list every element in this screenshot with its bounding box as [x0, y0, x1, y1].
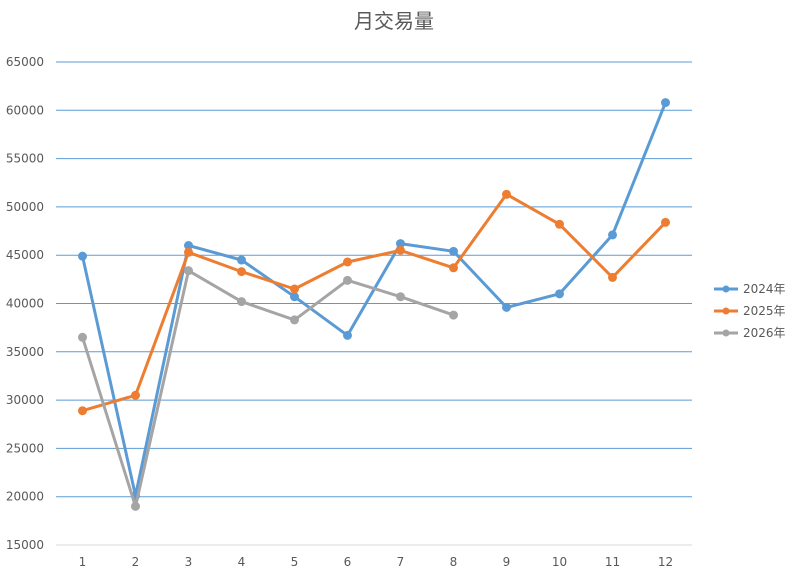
- x-tick-label: 11: [605, 555, 620, 569]
- legend-item: 2026年: [714, 326, 786, 340]
- series-2025年: [78, 189, 670, 416]
- legend-marker: [722, 285, 730, 293]
- legend-label: 2024年: [743, 282, 786, 296]
- series-line: [81, 192, 667, 413]
- data-point: [608, 230, 617, 240]
- y-tick-label: 55000: [6, 152, 44, 166]
- data-point: [396, 245, 405, 255]
- data-point: [502, 302, 511, 312]
- data-point: [449, 263, 458, 273]
- x-tick-label: 4: [238, 555, 246, 569]
- data-point: [555, 219, 564, 229]
- x-tick-label: 7: [397, 555, 405, 569]
- data-point: [608, 272, 617, 282]
- data-point: [78, 332, 87, 342]
- chart-title: 月交易量: [354, 9, 434, 33]
- legend-item: 2025年: [714, 304, 786, 318]
- y-tick-label: 35000: [6, 345, 44, 359]
- y-tick-label: 60000: [6, 103, 44, 117]
- data-point: [237, 267, 246, 277]
- series-line: [81, 269, 455, 508]
- x-tick-label: 1: [79, 555, 87, 569]
- legend-item: 2024年: [714, 282, 786, 296]
- data-point: [555, 289, 564, 299]
- x-tick-label: 6: [344, 555, 352, 569]
- data-point: [237, 297, 246, 307]
- data-point: [396, 292, 405, 302]
- legend-label: 2026年: [743, 326, 786, 340]
- y-tick-label: 25000: [6, 441, 44, 455]
- data-point: [661, 217, 670, 227]
- axes: 15000 20000 25000 30000 35000 40000 45000 50000…: [6, 55, 692, 569]
- y-tick-label: 30000: [6, 393, 44, 407]
- data-point: [78, 406, 87, 416]
- data-point: [343, 257, 352, 267]
- series-lines: [78, 98, 670, 511]
- x-tick-label: 2: [132, 555, 140, 569]
- x-tick-label: 5: [291, 555, 299, 569]
- data-point: [131, 390, 140, 400]
- y-tick-label: 40000: [6, 297, 44, 311]
- data-point: [290, 315, 299, 325]
- x-tick-label: 12: [658, 555, 673, 569]
- y-tick-label: 50000: [6, 200, 44, 214]
- x-tick-label: 3: [185, 555, 193, 569]
- data-point: [237, 255, 246, 265]
- series-2026年: [78, 266, 458, 511]
- x-tick-label: 8: [450, 555, 458, 569]
- y-tick-label: 20000: [6, 490, 44, 504]
- data-point: [184, 247, 193, 257]
- data-point: [343, 330, 352, 340]
- data-point: [131, 501, 140, 511]
- data-point: [343, 275, 352, 285]
- data-point: [449, 310, 458, 320]
- y-tick-label: 15000: [6, 538, 44, 552]
- legend-label: 2025年: [743, 304, 786, 318]
- x-tick-label: 10: [552, 555, 567, 569]
- legend: 2024年 2025年 2026年: [714, 282, 786, 340]
- legend-marker: [722, 329, 730, 337]
- data-point: [78, 251, 87, 261]
- data-point: [184, 266, 193, 276]
- data-point: [502, 189, 511, 199]
- data-point: [290, 284, 299, 294]
- data-point: [290, 292, 299, 302]
- y-tick-label: 45000: [6, 248, 44, 262]
- legend-marker: [722, 307, 730, 315]
- data-point: [661, 98, 670, 108]
- y-tick-label: 65000: [6, 55, 44, 69]
- x-tick-label: 9: [503, 555, 511, 569]
- data-point: [449, 246, 458, 256]
